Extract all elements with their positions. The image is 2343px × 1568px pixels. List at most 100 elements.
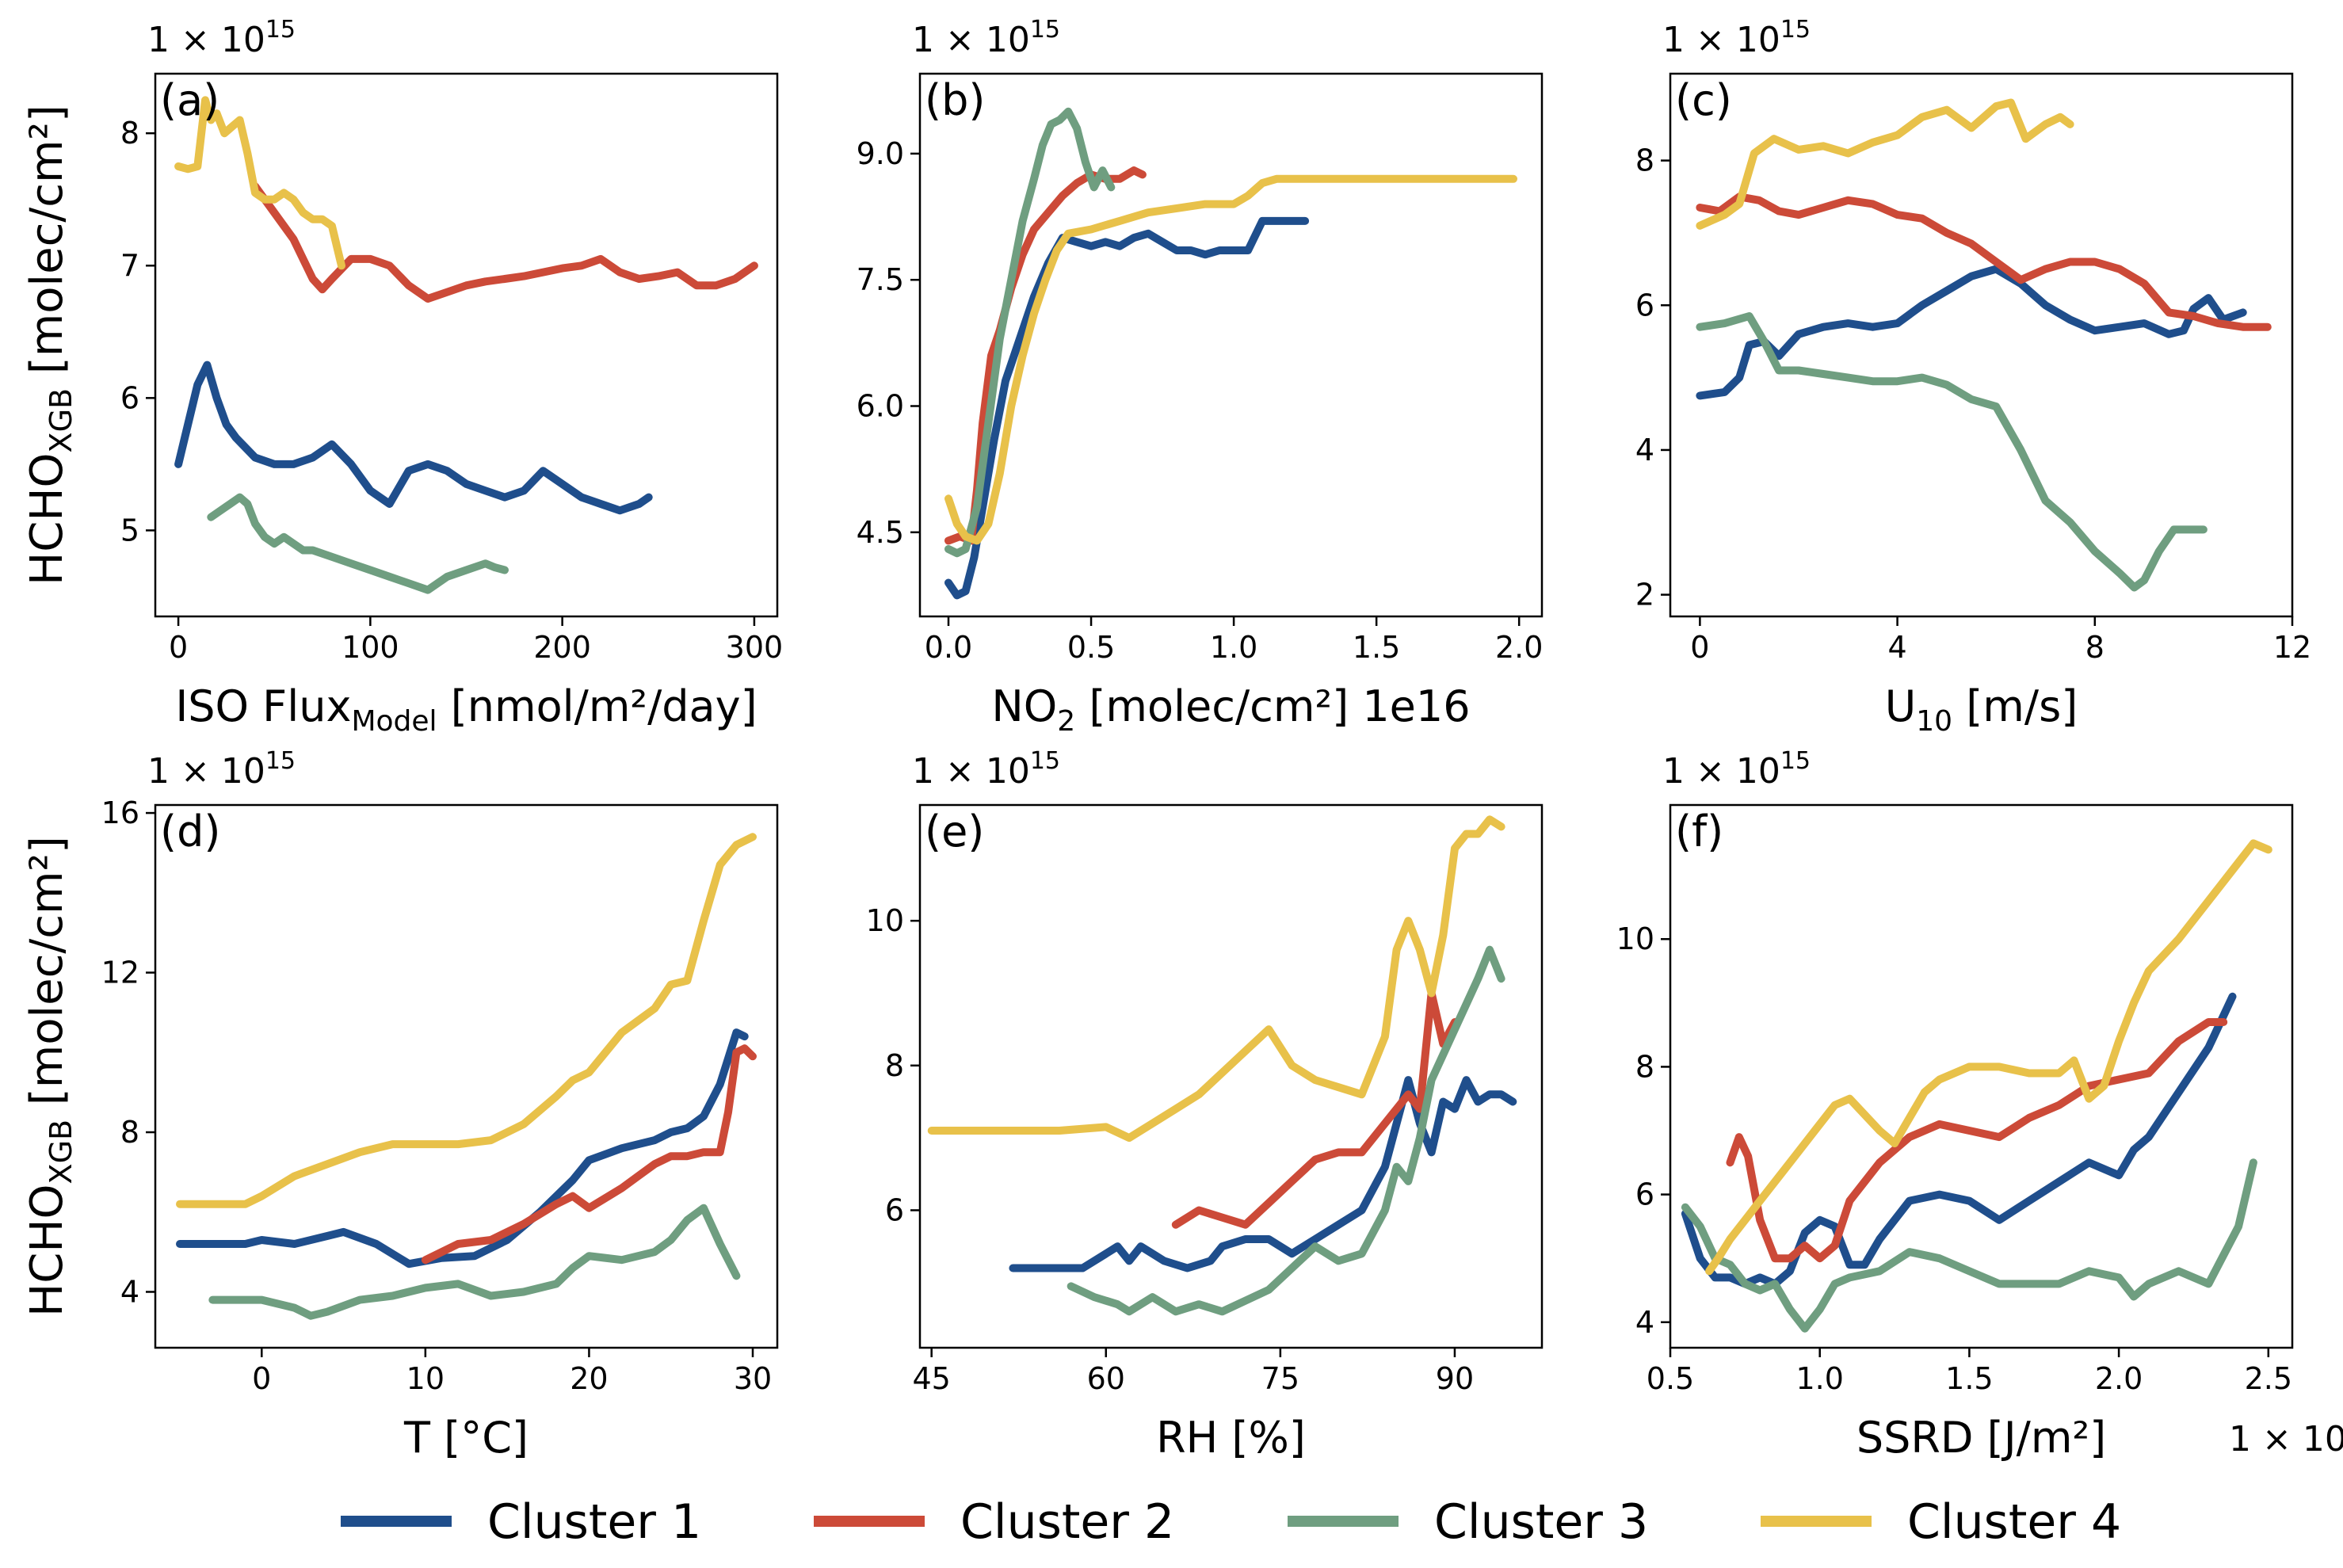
legend-item-cluster-2: Cluster 2 [814,1494,1174,1550]
y-tick-label: 8 [120,116,139,151]
x-tick-label: 45 [912,1361,950,1396]
y-tick-label: 8 [1635,1049,1654,1084]
series-line-cluster-3 [207,493,509,594]
legend-item-cluster-4: Cluster 4 [1761,1494,2121,1550]
series-line-cluster-1 [174,361,653,515]
y-tick-label: 8 [120,1115,139,1150]
offset-multiplier: 1 × 1015 [1662,747,1811,792]
x-tick-label: 0 [252,1361,271,1396]
y-tick-label: 4 [1635,1305,1654,1340]
series-line-cluster-4 [944,174,1517,545]
series-line-cluster-3 [1681,1158,2257,1333]
legend-label: Cluster 3 [1434,1494,1648,1550]
y-tick-label: 4.5 [857,515,904,550]
panel-label: (d) [160,807,220,856]
x-tick-label: 0 [1690,630,1709,665]
x-tick-label: 90 [1436,1361,1474,1396]
x-tick-label: 1.0 [1795,1361,1843,1396]
axes-frame [1669,72,2294,618]
x-tick-label: 10 [406,1361,445,1396]
x-tick-label: 2.0 [2095,1361,2143,1396]
panel-label: (b) [925,75,985,125]
y-tick-label: 5 [120,513,139,547]
panel-label: (e) [925,807,984,856]
x-axis-label: SSRD [J/m²] [1856,1413,2106,1463]
offset-multiplier: 1 × 1015 [147,16,296,60]
series-line-cluster-2 [1726,1018,2228,1263]
y-tick-label: 8 [1635,143,1654,178]
series-line-cluster-2 [251,182,758,303]
y-tick-label: 9.0 [857,136,904,171]
legend-label: Cluster 1 [487,1494,701,1550]
x-axis-label: NO2 [molec/cm²] 1e16 [991,681,1470,738]
legend: Cluster 1 Cluster 2 Cluster 3 Cluster 4 [341,1494,2121,1550]
x-tick-label: 1.0 [1210,630,1257,665]
axes-frame [918,72,1544,618]
chart-panel-e: 45 60 75 90 6 8 10 (e) 1 × 1015 RH [%] [866,747,1544,1463]
axes-frame [154,803,779,1349]
x-tick-label: 2.5 [2245,1361,2292,1396]
series-line-cluster-3 [1696,312,2208,592]
legend-item-cluster-3: Cluster 3 [1288,1494,1648,1550]
x-tick-label: 8 [2085,630,2105,665]
series-line-cluster-3 [944,107,1116,558]
x-tick-label: 30 [734,1361,772,1396]
y-axis-label: HCHOXGB [molec/cm²] [21,836,78,1317]
x-offset-multiplier: 1 × 107 [2229,1415,2343,1459]
y-tick-label: 8 [885,1048,904,1083]
y-tick-label: 6 [885,1192,904,1227]
series-line-cluster-2 [1696,193,2272,331]
x-tick-label: 1.5 [1945,1361,1993,1396]
y-tick-label: 2 [1635,578,1654,612]
legend-label: Cluster 2 [960,1494,1174,1550]
y-tick-label: 4 [1635,433,1654,467]
series-line-cluster-4 [176,833,757,1208]
panel-label: (f) [1675,807,1723,856]
x-tick-label: 20 [570,1361,608,1396]
series-line-cluster-1 [1009,1076,1517,1272]
panel-label: (c) [1675,75,1732,125]
axes-frame [1669,803,2294,1349]
series-line-cluster-3 [1067,945,1505,1316]
x-axis-label: T [°C] [403,1413,529,1463]
x-tick-label: 4 [1887,630,1906,665]
series-line-cluster-4 [174,96,345,270]
series-line-cluster-1 [176,1028,749,1269]
y-axis-label: HCHOXGB [molec/cm²] [21,105,78,586]
chart-panel-d: 0 10 20 30 4 8 12 16 (d) 1 × 1015 T [°C] HCHOXGB [m… [21,747,779,1463]
chart-panel-f: 0.5 1.0 1.5 2.0 2.5 4 6 8 10 (f) 1 × 1015 SSRD [J/m… [1616,747,2343,1463]
x-axis-label: RH [%] [1156,1413,1306,1463]
series-line-cluster-3 [208,1204,741,1320]
y-tick-label: 10 [1616,921,1654,956]
series-line-cluster-1 [1696,265,2247,400]
x-tick-label: 2.0 [1495,630,1543,665]
chart-panel-b: 0.0 0.5 1.0 1.5 2.0 4.5 6.0 7.5 9.0 (b) 1 × 1015 NO… [857,16,1544,738]
x-tick-label: 75 [1261,1361,1299,1396]
chart-panel-a: 0 100 200 300 5 6 7 8 (a) 1 × 1015 ISO FluxModel [… [21,16,783,738]
x-tick-label: 0.5 [1647,1361,1694,1396]
series-line-cluster-4 [1696,98,2074,230]
x-axis-label: ISO FluxModel [nmol/m²/day] [175,681,757,738]
y-tick-label: 12 [101,956,139,990]
x-tick-label: 200 [533,630,591,665]
offset-multiplier: 1 × 1015 [1662,16,1811,60]
x-tick-label: 1.5 [1353,630,1400,665]
x-tick-label: 60 [1087,1361,1125,1396]
y-tick-label: 6.0 [857,388,904,423]
x-tick-label: 100 [342,630,399,665]
y-tick-label: 6 [120,380,139,415]
y-tick-label: 16 [101,795,139,830]
y-tick-label: 7 [120,248,139,283]
axes-frame [918,803,1544,1349]
x-axis-label: U10 [m/s] [1885,681,2078,738]
offset-multiplier: 1 × 1015 [912,16,1060,60]
chart-panel-c: 0 4 8 12 2 4 6 8 (c) 1 × 1015 U10 [m/s] [1635,16,2311,738]
y-tick-label: 4 [120,1274,139,1309]
x-tick-label: 12 [2273,630,2311,665]
series-line-cluster-4 [927,815,1505,1143]
series-line-cluster-4 [1705,839,2272,1276]
series-line-cluster-1 [944,216,1310,600]
x-tick-label: 0 [169,630,188,665]
